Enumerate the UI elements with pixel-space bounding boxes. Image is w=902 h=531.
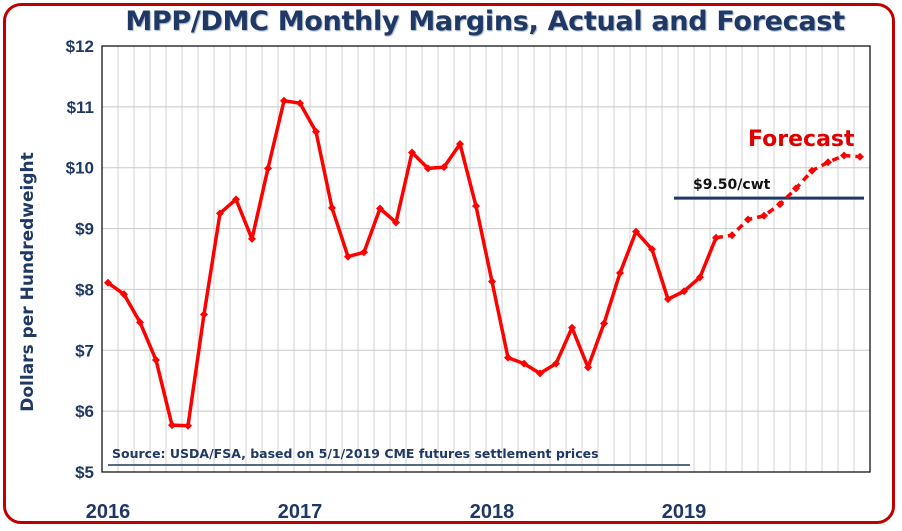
data-point-actual [616,268,624,277]
data-point-actual [696,273,704,282]
y-tick-label: $10 [66,159,94,178]
data-point-actual [632,227,640,236]
data-point-actual [408,148,416,157]
data-point-actual [600,319,608,328]
data-point-actual [152,356,160,365]
data-point-actual [200,310,208,319]
data-point-forecast [728,231,736,240]
data-point-actual [168,421,176,430]
series-line-group [104,96,864,430]
forecast-annotation: Forecast [748,127,855,152]
reference-line-group: $9.50/cwt [674,177,864,200]
data-point-actual [488,277,496,286]
chart-frame [3,3,895,524]
series-line-forecast [715,153,861,240]
y-axis-ticks: $5 $6 $7 $8 $9 $10 $11 $12 [66,37,94,482]
data-point-forecast [760,211,768,220]
data-point-forecast [744,215,752,224]
data-point-actual [424,164,432,173]
data-point-actual [680,287,688,296]
data-point-actual [552,359,560,368]
x-tick-label: 2018 [470,501,515,523]
data-point-actual [328,203,336,212]
data-point-actual [568,323,576,332]
data-point-actual [504,353,512,362]
y-tick-label: $6 [75,402,94,421]
data-point-forecast [776,200,784,209]
data-point-forecast [824,158,832,167]
plot-area-border [101,45,871,473]
source-note: Source: USDA/FSA, based on 5/1/2019 CME … [112,446,599,461]
data-point-actual [184,421,192,430]
x-tick-label: 2017 [278,501,323,523]
chart-title: MPP/DMC Monthly Margins, Actual and Fore… [125,6,845,37]
y-tick-label: $8 [75,280,94,299]
y-tick-label: $12 [66,37,94,56]
data-point-actual [536,369,544,378]
data-point-forecast [840,151,848,160]
y-axis-label: Dollars per Hundredweight [18,152,38,411]
y-tick-label: $5 [75,463,94,482]
data-point-forecast [792,184,800,193]
y-tick-label: $9 [75,220,94,239]
data-point-actual [376,204,384,213]
data-point-actual [280,96,288,105]
data-point-actual [264,164,272,173]
data-point-actual [648,245,656,254]
x-tick-label: 2019 [662,501,707,523]
data-point-actual [216,209,224,218]
data-point-actual [472,202,480,211]
x-axis-ticks: 2016 2017 2018 2019 [86,501,707,523]
y-tick-label: $11 [67,98,94,117]
data-point-actual [312,127,320,136]
data-point-actual [440,163,448,172]
data-point-actual [712,233,720,242]
data-point-actual [248,234,256,243]
data-point-actual [456,139,464,148]
data-point-actual [520,359,528,368]
data-point-actual [296,99,304,108]
reference-line-label: $9.50/cwt [693,177,771,193]
data-point-forecast [856,152,864,161]
y-tick-label: $7 [75,341,94,360]
data-point-actual [360,248,368,257]
data-point-actual [664,295,672,304]
data-point-actual [136,318,144,327]
data-point-actual [392,218,400,227]
data-point-forecast [808,166,816,175]
data-point-actual [120,290,128,299]
data-point-actual [104,278,112,287]
x-tick-label: 2016 [86,501,131,523]
data-point-actual [584,363,592,372]
data-point-actual [344,252,352,261]
data-point-actual [232,195,240,204]
